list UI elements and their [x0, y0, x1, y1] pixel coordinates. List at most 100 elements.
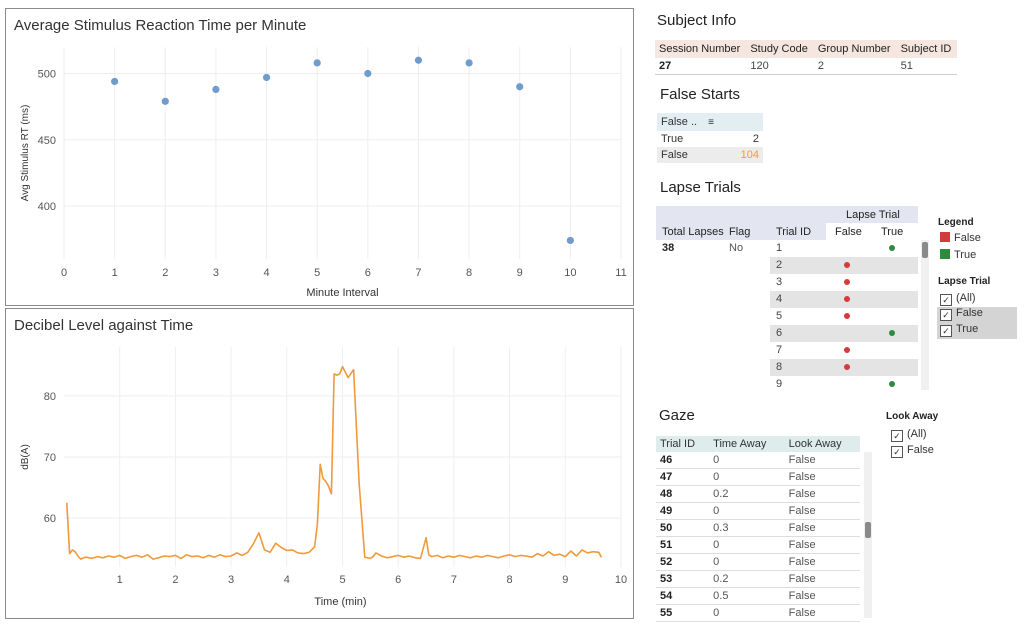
rt-y-tick-label: 450	[38, 135, 56, 147]
subject-id-value: 51	[896, 58, 958, 75]
lapse-true-dot[interactable]	[889, 330, 895, 336]
rt-data-point[interactable]	[516, 83, 524, 91]
lapse-false-dot[interactable]	[844, 313, 850, 319]
db-x-tick-label: 5	[339, 574, 345, 586]
rt-data-point[interactable]	[212, 85, 220, 93]
gaze-trial-id: 51	[656, 536, 710, 554]
gaze-scroll-thumb[interactable]	[865, 522, 871, 538]
lapse-filter-true[interactable]: ✓ True	[937, 323, 1017, 339]
gaze-row[interactable]: 47 0 False	[656, 468, 860, 486]
rt-data-point[interactable]	[566, 236, 574, 245]
lapse-trial-id: 3	[776, 276, 783, 288]
gaze-trial-id: 48	[656, 485, 710, 503]
gaze-trial-id: 54	[656, 587, 710, 605]
subject-info-table: Session Number Study Code Group Number S…	[655, 40, 958, 75]
false-starts-header[interactable]: False .. ≡	[657, 113, 763, 131]
checkbox-icon[interactable]: ✓	[940, 309, 952, 321]
lapse-filter-true-label: True	[956, 323, 979, 335]
gaze-time-away: 0.5	[709, 587, 785, 605]
rt-x-tick-label: 3	[213, 267, 219, 279]
lapse-table-header: Lapse Trial Total Lapses Flag Trial ID F…	[656, 206, 918, 240]
lapse-false-dot[interactable]	[844, 279, 850, 285]
header-false: False	[835, 226, 862, 238]
rt-x-tick-label: 1	[112, 267, 118, 279]
gaze-row[interactable]: 53 0.2 False	[656, 570, 860, 588]
gaze-row[interactable]: 48 0.2 False	[656, 485, 860, 503]
lapse-trial-id: 6	[776, 327, 783, 339]
lapse-trial-row[interactable]: 9	[770, 376, 918, 392]
rt-data-point[interactable]	[111, 77, 119, 86]
checkbox-icon[interactable]: ✓	[940, 325, 952, 337]
rt-chart-title: Average Stimulus Reaction Time per Minut…	[14, 17, 307, 34]
rt-x-tick-label: 7	[415, 267, 421, 279]
rt-data-point[interactable]	[313, 59, 321, 67]
rt-chart-panel: Average Stimulus Reaction Time per Minut…	[5, 8, 634, 306]
gaze-time-away: 0	[709, 452, 785, 469]
header-time-away: Time Away	[709, 436, 785, 452]
gaze-trial-id: 53	[656, 570, 710, 588]
gaze-trial-id: 50	[656, 519, 710, 537]
gaze-row[interactable]: 54 0.5 False	[656, 587, 860, 605]
lapse-trial-row[interactable]: 5	[770, 308, 918, 325]
gaze-row[interactable]: 50 0.3 False	[656, 519, 860, 537]
gaze-scrollbar[interactable]	[864, 452, 872, 618]
rt-y-axis-label: Avg Stimulus RT (ms)	[20, 105, 31, 202]
rt-data-point[interactable]	[465, 59, 473, 67]
lapse-trial-row[interactable]: 3	[770, 274, 918, 291]
lapse-trial-id: 9	[776, 378, 783, 390]
checkbox-icon[interactable]: ✓	[891, 446, 903, 458]
lapse-filter-false[interactable]: ✓ False	[937, 307, 1017, 323]
lapse-false-dot[interactable]	[844, 364, 850, 370]
gaze-time-away: 0.2	[709, 485, 785, 503]
header-flag: Flag	[729, 226, 751, 238]
look-away-filter-false-label: False	[907, 444, 934, 456]
gaze-row[interactable]: 52 0 False	[656, 553, 860, 571]
look-away-filter-all[interactable]: ✓ (All)	[891, 428, 927, 442]
lapse-false-dot[interactable]	[844, 262, 850, 268]
lapse-filter-false-label: False	[956, 307, 983, 319]
gaze-look-away: False	[784, 604, 860, 622]
lapse-false-dot[interactable]	[844, 296, 850, 302]
flag-value: No	[729, 242, 744, 254]
gaze-row[interactable]: 55 0 False	[656, 604, 860, 622]
lapse-trial-row[interactable]: 1	[770, 240, 918, 257]
gaze-look-away: False	[784, 485, 860, 503]
look-away-filter-false[interactable]: ✓ False	[891, 444, 934, 458]
study-code-value: 120	[746, 58, 814, 75]
false-starts-row-label: False	[657, 147, 718, 163]
lapse-trial-row[interactable]: 8	[770, 359, 918, 376]
gaze-row[interactable]: 51 0 False	[656, 536, 860, 554]
lapse-true-dot[interactable]	[889, 381, 895, 387]
lapse-trial-row[interactable]: 4	[770, 291, 918, 308]
gaze-look-away: False	[784, 502, 860, 520]
gaze-look-away: False	[784, 587, 860, 605]
lapse-trial-row[interactable]: 6	[770, 325, 918, 342]
db-series-line[interactable]	[66, 365, 603, 560]
rt-data-point[interactable]	[161, 97, 169, 105]
rt-data-point[interactable]	[364, 69, 372, 78]
lapse-scrollbar[interactable]	[921, 240, 929, 390]
lapse-trial-row[interactable]: 2	[770, 257, 918, 274]
session-number-value: 27	[655, 58, 747, 75]
rt-x-tick-label: 0	[61, 267, 67, 279]
lapse-filter-all[interactable]: ✓ (All)	[940, 292, 1016, 307]
lapse-false-dot[interactable]	[844, 347, 850, 353]
false-starts-header-label: False ..	[661, 116, 698, 128]
subject-info-title: Subject Info	[657, 12, 737, 29]
sort-icon[interactable]: ≡	[708, 117, 714, 128]
header-group-number: Group Number	[813, 40, 897, 58]
rt-data-point[interactable]	[262, 73, 271, 82]
lapse-trial-id: 4	[776, 293, 783, 305]
rt-data-point[interactable]	[414, 56, 423, 64]
gaze-row[interactable]: 46 0 False	[656, 452, 860, 469]
checkbox-icon[interactable]: ✓	[940, 294, 952, 306]
lapse-trial-row[interactable]: 7	[770, 342, 918, 359]
checkbox-icon[interactable]: ✓	[891, 430, 903, 442]
header-look-away: Look Away	[784, 436, 860, 452]
lapse-scroll-thumb[interactable]	[922, 242, 928, 258]
lapse-true-dot[interactable]	[889, 245, 895, 251]
db-x-tick-label: 8	[507, 574, 513, 586]
lapse-trials-title: Lapse Trials	[660, 179, 741, 196]
false-starts-row-label: True	[661, 133, 684, 145]
gaze-row[interactable]: 49 0 False	[656, 502, 860, 520]
